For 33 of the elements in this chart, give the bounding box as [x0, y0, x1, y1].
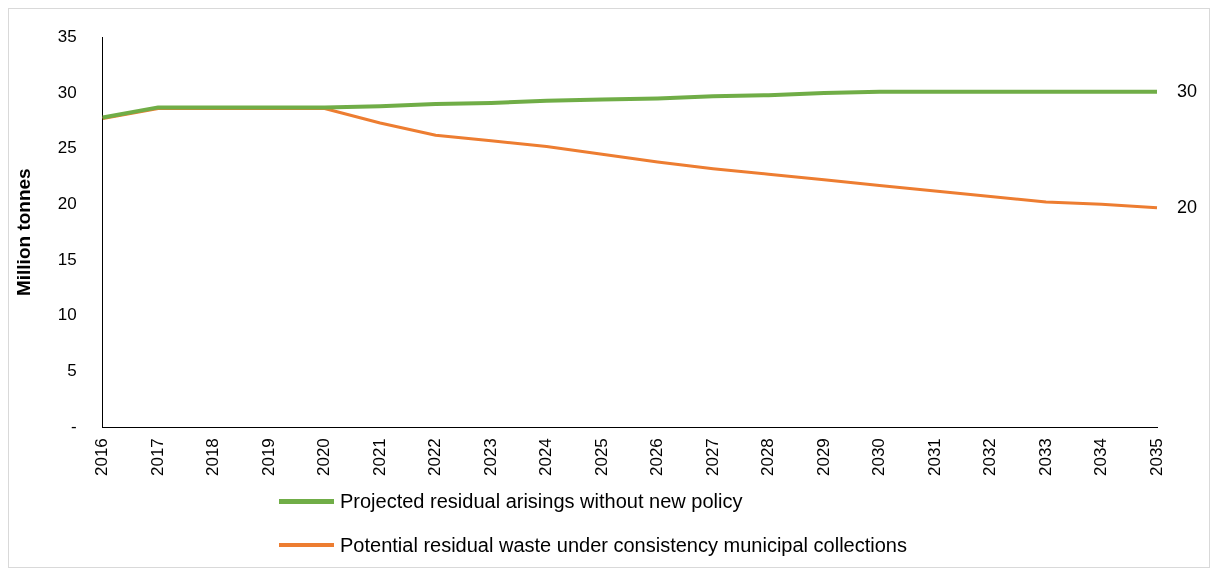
x-tick-label: 2024 [536, 438, 556, 477]
x-tick-label: 2034 [1091, 438, 1111, 477]
data-label: 20 [1177, 196, 1198, 217]
x-tick-label: 2019 [258, 438, 278, 477]
y-tick-label: 35 [57, 26, 77, 46]
data-label: 30 [1177, 80, 1198, 101]
x-tick-label: 2033 [1035, 438, 1055, 477]
x-tick-label: 2022 [425, 438, 445, 477]
y-tick-label: 20 [57, 194, 77, 214]
x-tick-label: 2018 [203, 438, 223, 477]
x-tick-label: 2021 [369, 438, 389, 477]
x-tick-label: 2032 [980, 438, 1000, 477]
x-tick-label: 2023 [480, 438, 500, 477]
x-tick-label: 2031 [924, 438, 944, 477]
y-tick-label: 5 [67, 361, 77, 381]
x-tick-label: 2026 [647, 438, 667, 477]
x-tick-label: 2035 [1146, 438, 1166, 477]
x-tick-label: 2017 [147, 438, 167, 477]
y-tick-label: 10 [57, 305, 77, 325]
x-tick-label: 2029 [813, 438, 833, 477]
y-tick-label: 30 [57, 82, 77, 102]
y-axis-title: Million tonnes [12, 168, 34, 297]
x-tick-label: 2027 [702, 438, 722, 477]
x-tick-label: 2028 [758, 438, 778, 477]
legend-label: Projected residual arisings without new policy [340, 489, 743, 513]
x-tick-label: 2020 [314, 438, 334, 477]
y-tick-label: - [71, 416, 77, 436]
x-tick-label: 2025 [591, 438, 611, 477]
y-tick-label: 15 [57, 249, 77, 269]
x-tick-label: 2030 [869, 438, 889, 477]
x-tick-label: 2016 [92, 438, 112, 477]
legend-label: Potential residual waste under consistency municipal collections [340, 533, 907, 557]
y-tick-label: 25 [57, 138, 77, 158]
